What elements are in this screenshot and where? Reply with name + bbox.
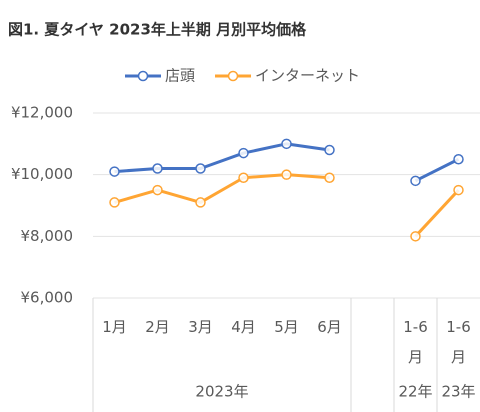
point-marker: [152, 184, 163, 196]
legend-label: 店頭: [165, 67, 195, 85]
group-label: 22年: [398, 383, 432, 401]
legend-label: インターネット: [255, 67, 360, 85]
point-marker: [195, 163, 206, 174]
point-marker: [281, 138, 292, 150]
legend-marker: [137, 70, 149, 82]
point-marker: [453, 154, 464, 165]
y-tick-label: ¥8,000: [21, 227, 74, 245]
point-marker: [109, 197, 120, 208]
point-marker: [324, 172, 335, 183]
x-tick-label: 1月: [102, 318, 127, 336]
series-line: [114, 173, 460, 238]
x-tick-label: 1-6月: [446, 318, 471, 366]
y-tick-label: ¥12,000: [11, 104, 73, 122]
point-marker: [152, 163, 163, 174]
point-marker: [238, 147, 249, 159]
point-marker: [453, 184, 464, 196]
point-marker: [109, 166, 120, 177]
point-marker: [195, 197, 206, 208]
series-line: [114, 142, 460, 183]
point-marker: [410, 231, 421, 242]
point-marker: [410, 175, 421, 187]
point-marker: [238, 172, 249, 183]
x-tick-label: 3月: [188, 318, 213, 336]
legend-marker: [227, 70, 239, 82]
y-tick-label: ¥10,000: [11, 165, 73, 183]
y-tick-label: ¥6,000: [21, 289, 74, 307]
x-tick-label: 4月: [231, 318, 256, 336]
x-tick-label: 1-6月: [403, 318, 428, 366]
chart-title: 図1. 夏タイヤ 2023年上半期 月別平均価格: [8, 21, 307, 39]
x-tick-label: 5月: [274, 318, 299, 336]
group-label: 23年: [441, 383, 475, 401]
point-marker: [281, 169, 292, 180]
point-marker: [324, 144, 335, 156]
group-label: 2023年: [195, 383, 248, 401]
x-tick-label: 6月: [317, 318, 342, 336]
x-tick-label: 2月: [145, 318, 170, 336]
